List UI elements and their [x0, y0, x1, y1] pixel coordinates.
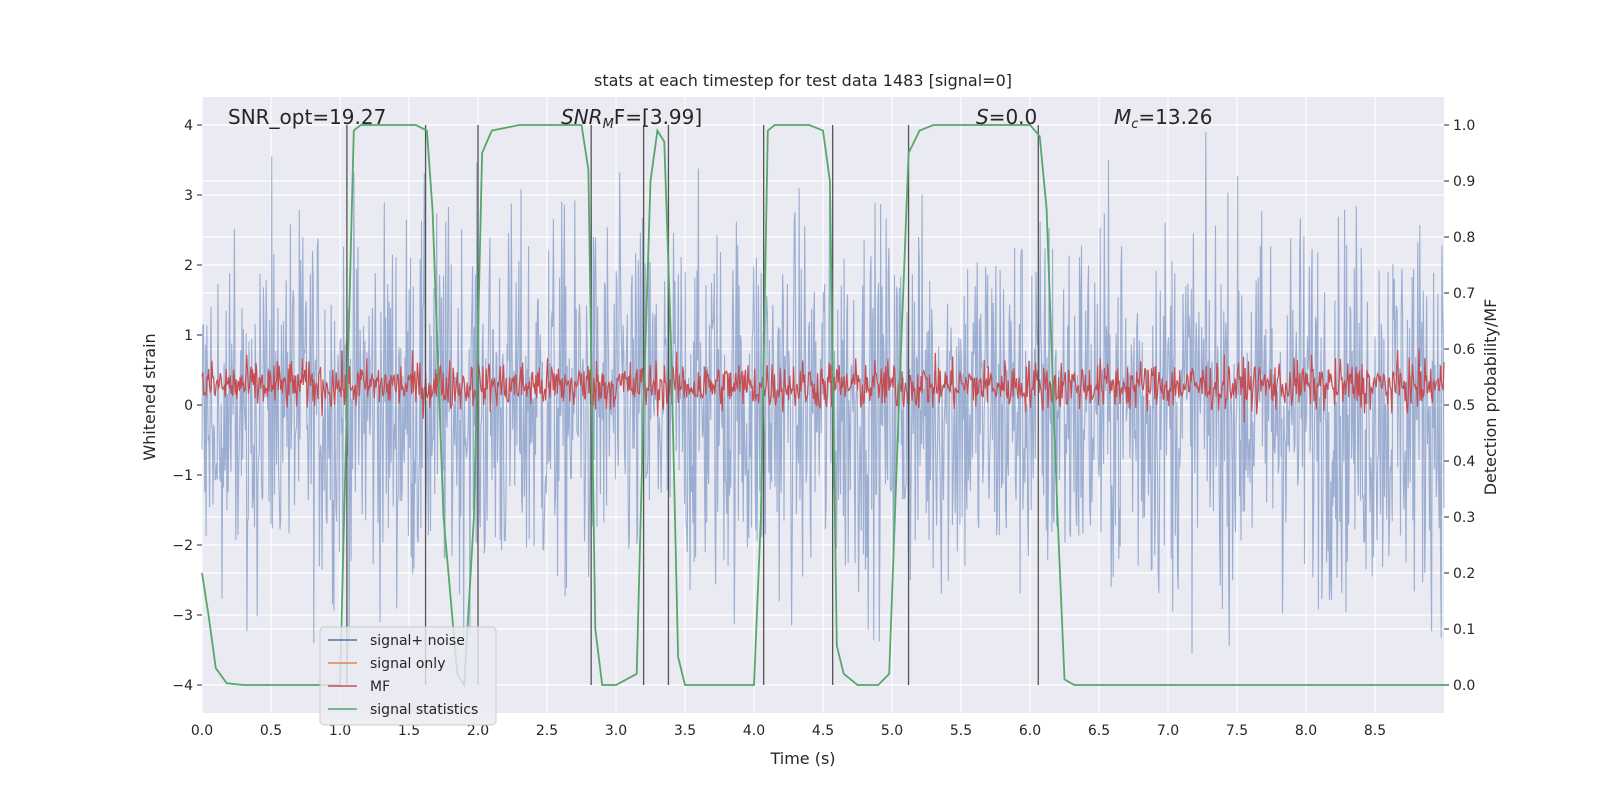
- x-tick-label: 2.5: [536, 723, 558, 739]
- y-axis-label: Whitened strain: [140, 333, 159, 460]
- annotation-snr-mf-prefix: SNR: [561, 105, 603, 129]
- y2-tick-label: 0.1: [1453, 622, 1475, 638]
- y2-axis-label: Detection probability/MF: [1481, 299, 1500, 496]
- x-tick-label: 3.5: [674, 723, 696, 739]
- y-tick-label: −1: [172, 468, 193, 484]
- signal-statistics-series: [201, 124, 1444, 688]
- y-tick-label: −3: [172, 608, 193, 624]
- y2-tick-label: 0.3: [1453, 510, 1475, 526]
- x-tick-label: 8.0: [1295, 723, 1317, 739]
- y2-tick-label: 0.0: [1453, 678, 1475, 694]
- y2-tick-label: 0.4: [1453, 454, 1475, 470]
- y-tick-label: 2: [184, 258, 193, 274]
- annotation-mc: Mc=13.26: [1114, 105, 1212, 132]
- y-tick-label: −4: [172, 678, 193, 694]
- x-tick-label: 7.5: [1226, 723, 1248, 739]
- legend-label-signal-statistics: signal statistics: [370, 702, 478, 718]
- mf-series: [201, 348, 1445, 423]
- annotation-snr-opt: SNR_opt=19.27: [228, 105, 386, 129]
- x-tick-label: 5.5: [950, 723, 972, 739]
- annotation-mc-label: M: [1114, 105, 1131, 129]
- x-tick-label: 1.0: [329, 723, 351, 739]
- y-tick-label: 1: [184, 328, 193, 344]
- x-tick-label: 6.0: [1019, 723, 1041, 739]
- y2-tick-label: 0.9: [1453, 174, 1475, 190]
- signal-noise-series: [201, 131, 1445, 654]
- annotation-mc-sub: c: [1131, 117, 1138, 132]
- x-tick-label: 7.0: [1157, 723, 1179, 739]
- legend-box: [319, 626, 497, 726]
- mf-line: [201, 348, 1445, 423]
- y2-tick-label: 0.6: [1453, 342, 1475, 358]
- x-axis-ticks: 0.0 0.5 1.0 1.5 2.0 2.5 3.0 3.5 4.0 4.5 5.0 5.5 6.0 6…: [191, 723, 1386, 739]
- y2-tick-label: 0.7: [1453, 286, 1475, 302]
- x-tick-label: 1.5: [398, 723, 420, 739]
- legend-label-signal-only: signal only: [370, 656, 445, 672]
- annotation-s-value: =0.0: [989, 105, 1038, 129]
- annotation-snr-mf-suffix: F=[3.99]: [614, 105, 702, 129]
- annotation-snr-mf: SNRMF=[3.99]: [561, 105, 702, 132]
- x-tick-label: 5.0: [881, 723, 903, 739]
- annotation-mc-value: =13.26: [1138, 105, 1212, 129]
- y2-tick-label: 1.0: [1453, 118, 1475, 134]
- x-tick-label: 6.5: [1088, 723, 1110, 739]
- y2-tick-label: 0.8: [1453, 230, 1475, 246]
- y-tick-label: 3: [184, 188, 193, 204]
- y-axis-ticks: 4 3 2 1 0 −1 −2 −3 −4: [172, 118, 202, 694]
- x-tick-label: 8.5: [1364, 723, 1386, 739]
- annotation-snr-mf-sub: M: [603, 117, 614, 132]
- chart-title: stats at each timestep for test data 148…: [594, 71, 1012, 90]
- x-tick-label: 4.5: [812, 723, 834, 739]
- x-axis-label: Time (s): [769, 749, 835, 768]
- x-tick-label: 4.0: [743, 723, 765, 739]
- y2-axis-ticks: 1.0 0.9 0.8 0.7 0.6 0.5 0.4 0.3 0.2 0.1 0.0: [1444, 118, 1475, 694]
- x-tick-label: 0.5: [260, 723, 282, 739]
- signal-noise-line: [201, 131, 1445, 654]
- legend-label-signal-noise: signal+ noise: [370, 633, 465, 649]
- legend-label-mf: MF: [370, 679, 390, 695]
- annotation-s-label: S: [976, 105, 989, 129]
- y2-tick-label: 0.5: [1453, 398, 1475, 414]
- x-tick-label: 3.0: [605, 723, 627, 739]
- y-tick-label: 0: [184, 398, 193, 414]
- y2-tick-label: 0.2: [1453, 566, 1475, 582]
- annotation-s: S=0.0: [976, 105, 1037, 129]
- x-tick-label: 2.0: [467, 723, 489, 739]
- x-tick-label: 0.0: [191, 723, 213, 739]
- signal-statistics-line: [201, 124, 1444, 688]
- y-tick-label: −2: [172, 538, 193, 554]
- legend: signal+ noise signal only MF signal stat…: [319, 626, 497, 726]
- y-tick-label: 4: [184, 118, 193, 134]
